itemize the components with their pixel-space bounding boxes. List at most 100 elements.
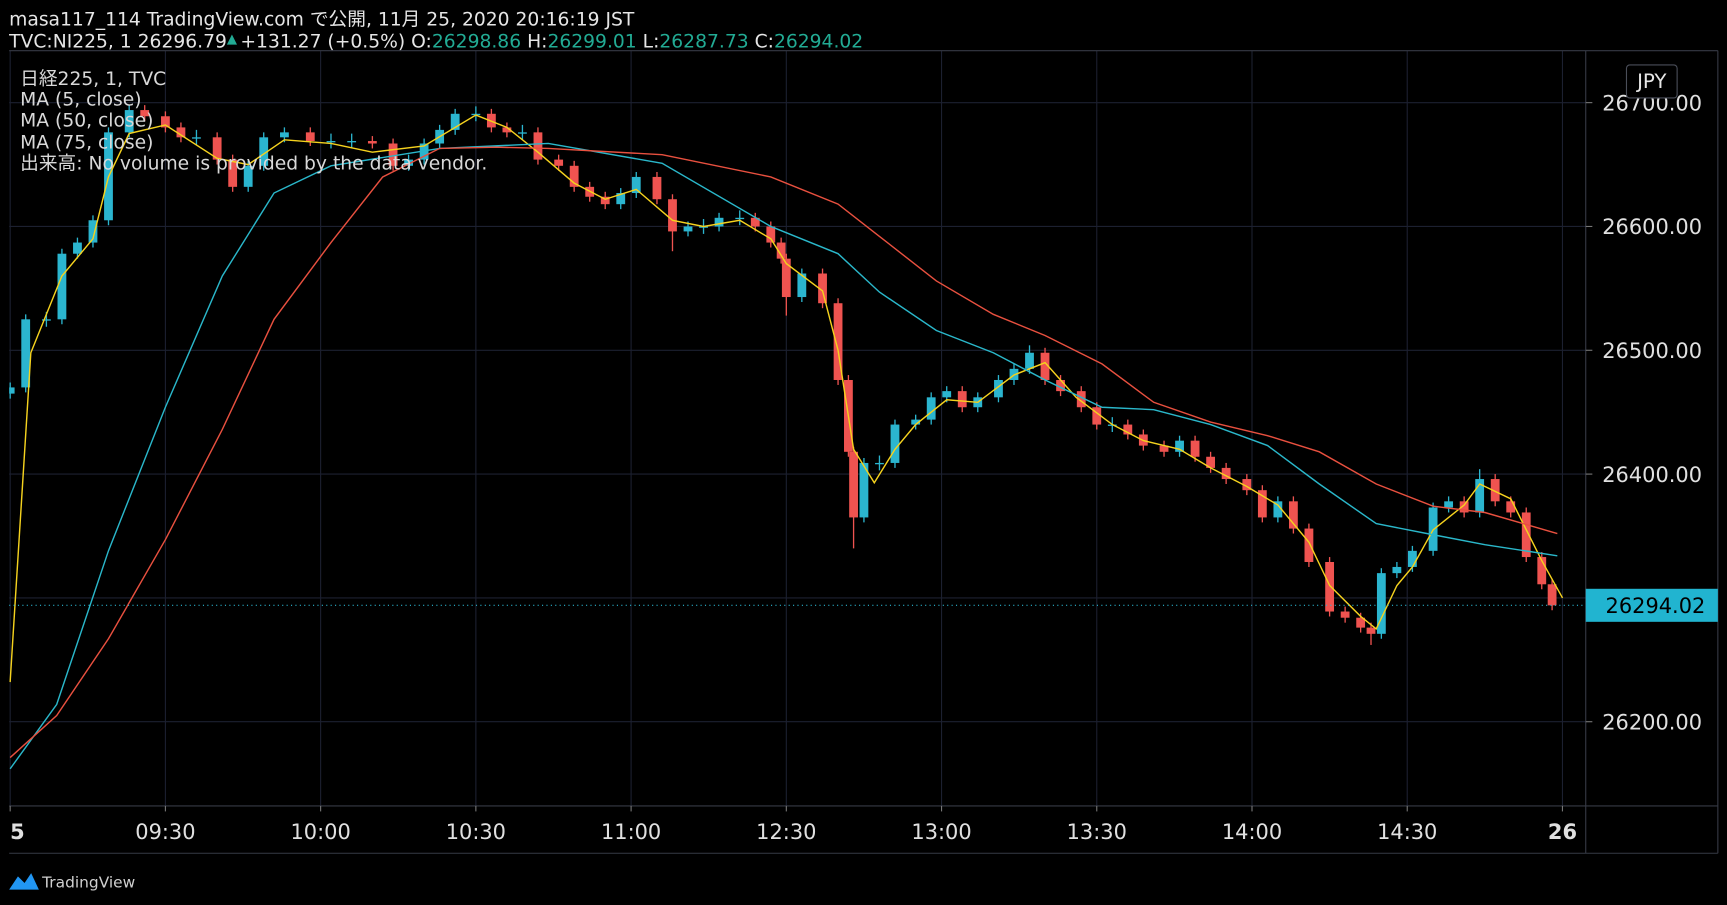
last-price-box — [1585, 588, 1718, 622]
legend-symbol: 日経225, 1, TVC — [20, 69, 166, 90]
y-tick-label: 26500.00 — [1602, 339, 1702, 363]
candle-body — [1444, 501, 1454, 508]
header-quote: TVC:NI225, 1 26296.79▲ +131.27 (+0.5%) O:… — [8, 31, 863, 52]
candle-body — [1340, 611, 1350, 618]
y-tick-label: 26600.00 — [1602, 215, 1702, 239]
l-label: L: — [643, 31, 660, 52]
currency-label[interactable]: JPY — [1635, 70, 1667, 93]
candle-body — [192, 137, 201, 139]
candle-body — [1273, 501, 1283, 518]
candle-body — [367, 141, 377, 144]
candle-body — [942, 391, 952, 398]
candle-body — [818, 273, 827, 304]
x-tick-label: 13:00 — [911, 820, 971, 844]
moving-average — [9, 142, 1558, 770]
candle-body — [347, 141, 357, 143]
candle-body — [1175, 440, 1184, 452]
candle-body — [450, 113, 460, 130]
x-tick-label: 11:00 — [601, 820, 661, 844]
candle-body — [1376, 573, 1386, 634]
candle-body — [1475, 479, 1485, 513]
candle-body — [533, 132, 543, 160]
candle-body — [1537, 557, 1547, 585]
l-value: 26287.73 — [659, 31, 748, 52]
candle-body — [140, 110, 150, 117]
candle-body — [957, 391, 967, 408]
candle-body — [57, 253, 67, 320]
header-line: masa117_114 TradingView.com で公開, 11月 25,… — [9, 9, 635, 30]
candle-body — [890, 424, 900, 463]
x-tick-label: 09:30 — [135, 820, 195, 844]
c-label: C: — [755, 31, 774, 52]
candle-body — [926, 397, 936, 420]
candle-body — [1356, 617, 1366, 628]
h-label: H: — [527, 31, 547, 52]
x-axis-labels: 25 09:30 10:00 10:30 11:00 12:30 13:00 13:30 14:… — [0, 820, 1577, 844]
candle-body — [9, 387, 15, 394]
candle-body — [1221, 467, 1231, 480]
o-value: 26298.86 — [432, 31, 521, 52]
candle-body — [683, 226, 693, 232]
candle-body — [797, 273, 807, 298]
candle-body — [404, 159, 414, 166]
c-value: 26294.02 — [774, 31, 863, 52]
o-label: O: — [411, 31, 432, 52]
logo-icon — [9, 873, 39, 890]
candle-body — [1547, 584, 1557, 606]
candle-body — [1288, 501, 1298, 529]
candle-body — [1521, 512, 1531, 558]
candle-body — [631, 176, 641, 194]
candle-body — [326, 141, 336, 143]
x-tick-label: 14:30 — [1377, 820, 1437, 844]
candle-body — [849, 451, 858, 518]
currency-box[interactable] — [1625, 64, 1678, 99]
legend-ma: MA (50, close) — [20, 111, 153, 132]
brand: TradingView — [41, 873, 135, 891]
x-tick-label: 26 — [1548, 820, 1577, 844]
candle-body — [518, 132, 527, 134]
arrow: ▲ — [227, 32, 238, 47]
candle-body — [1325, 561, 1335, 612]
candle-body — [781, 258, 791, 298]
candle-body — [212, 137, 222, 160]
candle-body — [554, 159, 564, 166]
candle-body — [1304, 528, 1314, 562]
candle-body — [280, 132, 289, 138]
candle-body — [21, 319, 31, 388]
legend-ma: MA (75, close) — [20, 133, 153, 154]
candle-body — [875, 462, 884, 465]
moving-average — [9, 146, 1558, 759]
candle-body — [1407, 550, 1417, 567]
candle-body — [1490, 479, 1500, 502]
candle-body — [668, 199, 677, 232]
x-tick-label: 25 — [0, 820, 25, 844]
candle-body — [735, 217, 745, 220]
candle-body — [243, 165, 253, 187]
candle-body — [176, 127, 186, 138]
candle-body — [1506, 501, 1516, 513]
candle-body — [1366, 627, 1376, 634]
candle-body — [1392, 566, 1402, 574]
candle-body — [388, 143, 398, 166]
candle-body — [228, 159, 238, 187]
candle-body — [859, 462, 869, 518]
candle-body — [1092, 407, 1102, 425]
candle-body — [88, 220, 98, 243]
candle-body — [833, 303, 843, 380]
y-tick-label: 26200.00 — [1602, 710, 1702, 734]
h-value: 26299.01 — [547, 31, 636, 52]
candle-body — [502, 127, 512, 133]
candle-body — [616, 193, 626, 205]
x-tick-label: 10:00 — [291, 820, 351, 844]
candle-body — [1459, 501, 1469, 513]
legend-volume: 出来高: No volume is provided by the data v… — [20, 154, 487, 175]
legend: 日経225, 1, TVC MA (5, close) MA (50, clos… — [20, 69, 487, 175]
logo: TradingView — [9, 873, 135, 891]
candle-body — [1123, 424, 1133, 435]
candle-body — [600, 196, 610, 205]
candle-body — [714, 217, 724, 227]
candle-body — [73, 242, 82, 254]
x-tick-label: 13:30 — [1067, 820, 1127, 844]
